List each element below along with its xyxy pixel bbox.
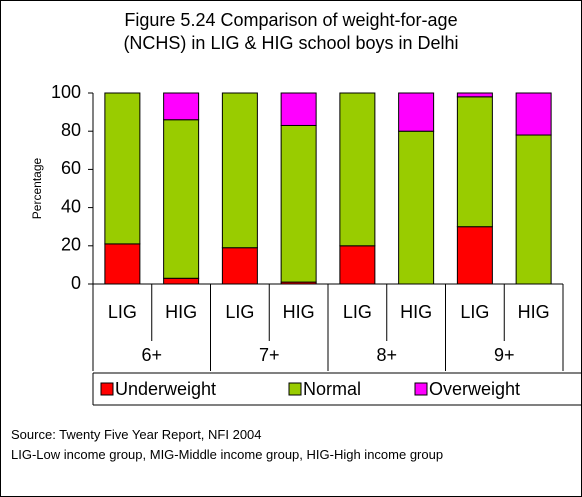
x-tick-label: HIG (283, 302, 315, 322)
bar-segment (163, 119, 200, 279)
group-label: 7+ (259, 345, 280, 365)
chart-title: (NCHS) in LIG & HIG school boys in Delhi (123, 33, 458, 53)
bar-segment (515, 92, 552, 136)
legend-swatch (414, 382, 428, 396)
bar-segment (398, 130, 435, 285)
bar-segment (515, 134, 552, 285)
bar-segment (280, 92, 317, 126)
bar-segment (221, 92, 258, 249)
x-tick-label: LIG (108, 302, 137, 322)
chart-title: Figure 5.24 Comparison of weight-for-age (124, 10, 457, 30)
bar-segment (163, 92, 200, 121)
bar-segment (104, 92, 141, 245)
note: LIG-Low income group, MIG-Middle income … (11, 447, 444, 462)
y-tick-label: 40 (61, 196, 81, 216)
bar-segment (456, 226, 493, 285)
legend-label: Underweight (115, 379, 216, 399)
bar-segment (456, 92, 493, 98)
bar-segment (339, 245, 376, 285)
x-tick-label: LIG (460, 302, 489, 322)
y-tick-label: 0 (71, 273, 81, 293)
bar-segment (398, 92, 435, 132)
x-tick-label: HIG (400, 302, 432, 322)
y-axis-label: Percentage (30, 157, 44, 219)
x-tick-label: LIG (343, 302, 372, 322)
x-tick-label: HIG (165, 302, 197, 322)
bar-segment (280, 124, 317, 283)
y-tick-label: 60 (61, 158, 81, 178)
source: Source: Twenty Five Year Report, NFI 200… (11, 427, 262, 442)
legend-label: Normal (303, 379, 361, 399)
x-tick-label: LIG (225, 302, 254, 322)
y-tick-label: 80 (61, 120, 81, 140)
group-label: 8+ (376, 345, 397, 365)
y-tick-label: 20 (61, 235, 81, 255)
y-tick-label: 100 (51, 82, 81, 102)
legend-swatch (100, 382, 114, 396)
legend-swatch (288, 382, 302, 396)
group-label: 9+ (494, 345, 515, 365)
bar-segment (339, 92, 376, 247)
bar-segment (104, 243, 141, 285)
bar-segment (456, 96, 493, 228)
x-tick-label: HIG (518, 302, 550, 322)
bar-segment (221, 247, 258, 285)
group-label: 6+ (141, 345, 162, 365)
bar-segment (163, 277, 200, 285)
legend-label: Overweight (429, 379, 520, 399)
